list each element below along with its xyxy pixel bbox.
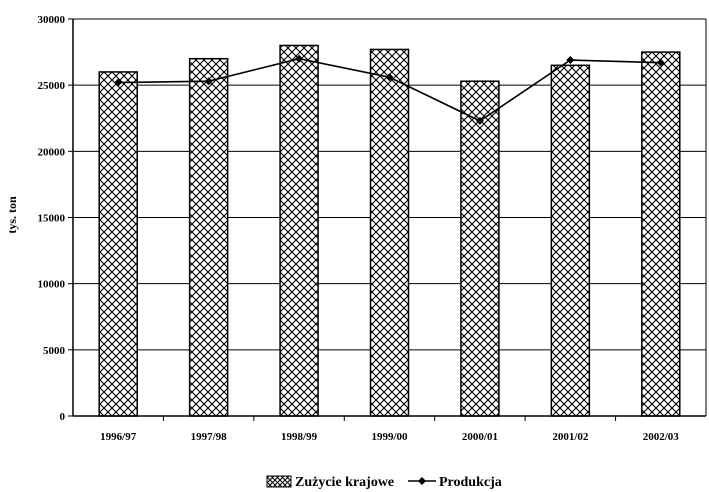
y-tick-label: 15000 — [38, 213, 66, 225]
line-point — [566, 56, 575, 65]
bar-series — [98, 44, 681, 417]
y-tick-label: 0 — [60, 411, 66, 423]
x-tick-label: 1996/97 — [100, 431, 137, 443]
y-tick-label: 5000 — [43, 345, 66, 357]
legend-label-line: Produkcja — [439, 475, 502, 490]
x-tick-label: 1998/99 — [281, 431, 318, 443]
line-point — [656, 58, 665, 67]
x-tick-labels: 1996/97 1997/98 1998/99 1999/00 2000/01 2001/… — [100, 416, 679, 443]
bar — [550, 64, 591, 417]
x-tick-label: 2002/03 — [643, 431, 680, 443]
line-point — [385, 73, 394, 82]
bar — [188, 57, 229, 417]
x-tick-label: 2000/01 — [462, 431, 498, 443]
legend-swatch-diamond — [418, 477, 426, 485]
line-point — [114, 78, 123, 87]
line-point — [204, 77, 213, 86]
x-tick-label: 2001/02 — [552, 431, 589, 443]
y-tick-label: 20000 — [38, 146, 66, 158]
legend: Zużycie krajowe Produkcja — [266, 475, 502, 490]
y-axis-title: tys. ton — [5, 196, 19, 234]
y-tick-labels: 0 5000 10000 15000 20000 25000 30000 — [38, 14, 73, 423]
bar — [98, 71, 138, 417]
y-tick-label: 25000 — [38, 80, 66, 92]
legend-swatch-bar — [266, 475, 292, 488]
legend-label-bar: Zużycie krajowe — [295, 475, 394, 490]
line-series — [114, 54, 665, 125]
line-point — [295, 54, 304, 63]
bar — [460, 80, 500, 417]
y-tick-label: 30000 — [38, 14, 66, 26]
x-tick-label: 1997/98 — [191, 431, 228, 443]
bar — [279, 44, 319, 417]
line-point — [475, 116, 484, 125]
bar — [641, 51, 681, 417]
x-tick-label: 1999/00 — [371, 431, 408, 443]
bar — [369, 48, 410, 417]
y-tick-label: 10000 — [38, 279, 66, 291]
